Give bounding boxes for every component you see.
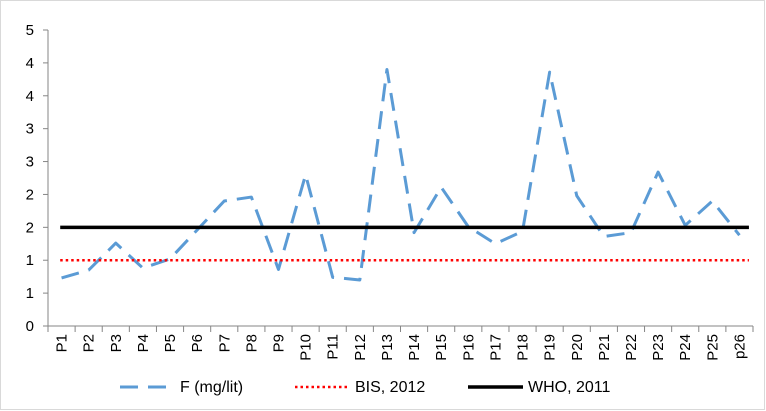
- y-tick-label: 3: [26, 121, 34, 138]
- legend-label-2: WHO, 2011: [528, 379, 611, 396]
- x-tick-label: P19: [542, 334, 559, 361]
- legend-label-1: BIS, 2012: [355, 379, 425, 396]
- x-tick-label: P1: [54, 334, 71, 352]
- y-tick-label: 1: [26, 285, 34, 302]
- x-tick-label: P2: [81, 334, 98, 352]
- series-line-0: [61, 67, 741, 282]
- series-lines: [60, 67, 749, 282]
- y-tick-label: 2: [26, 186, 34, 203]
- x-tick-label: P15: [433, 334, 450, 361]
- x-tick-label: P3: [108, 334, 125, 352]
- x-tick-label: P18: [515, 334, 532, 361]
- legend: F (mg/lit) BIS, 2012 WHO, 2011: [120, 379, 611, 396]
- legend-label-0: F (mg/lit): [180, 379, 243, 396]
- x-tick-label: P5: [162, 334, 179, 352]
- x-tick-label: P10: [298, 334, 315, 361]
- x-tick-label: P6: [189, 334, 206, 352]
- y-tick-label: 4: [26, 55, 34, 72]
- y-tick-label: 1: [26, 252, 34, 269]
- x-tick-label: P12: [352, 334, 369, 361]
- y-axis-ticks: 0 1 1 2 2 3 3 4 4 5: [26, 22, 48, 335]
- x-tick-label: P8: [243, 334, 260, 352]
- x-tick-label: P13: [379, 334, 396, 361]
- x-tick-label: p26: [731, 334, 748, 359]
- x-tick-label: P23: [650, 334, 667, 361]
- y-tick-label: 2: [26, 219, 34, 236]
- x-tick-label: P20: [569, 334, 586, 361]
- x-tick-label: P25: [704, 334, 721, 361]
- x-tick-label: P17: [487, 334, 504, 361]
- axes: [47, 30, 753, 327]
- x-tick-label: P11: [325, 334, 342, 360]
- y-tick-label: 5: [26, 22, 34, 39]
- x-tick-label: P22: [623, 334, 640, 361]
- y-tick-label: 3: [26, 154, 34, 171]
- x-tick-label: P24: [677, 334, 694, 361]
- y-tick-label: 0: [26, 318, 34, 335]
- x-tick-label: P9: [270, 334, 287, 352]
- y-tick-label: 4: [26, 88, 34, 105]
- x-tick-label: P7: [216, 334, 233, 352]
- x-axis-ticks: P1 P2 P3 P4 P5 P6 P7 P8 P9 P10 P11 P12 P13 P14 P15 P16 P…: [47, 326, 754, 361]
- x-tick-label: P14: [406, 334, 423, 361]
- x-tick-label: P21: [596, 334, 613, 361]
- x-tick-label: P4: [135, 334, 152, 352]
- x-tick-label: P16: [460, 334, 477, 361]
